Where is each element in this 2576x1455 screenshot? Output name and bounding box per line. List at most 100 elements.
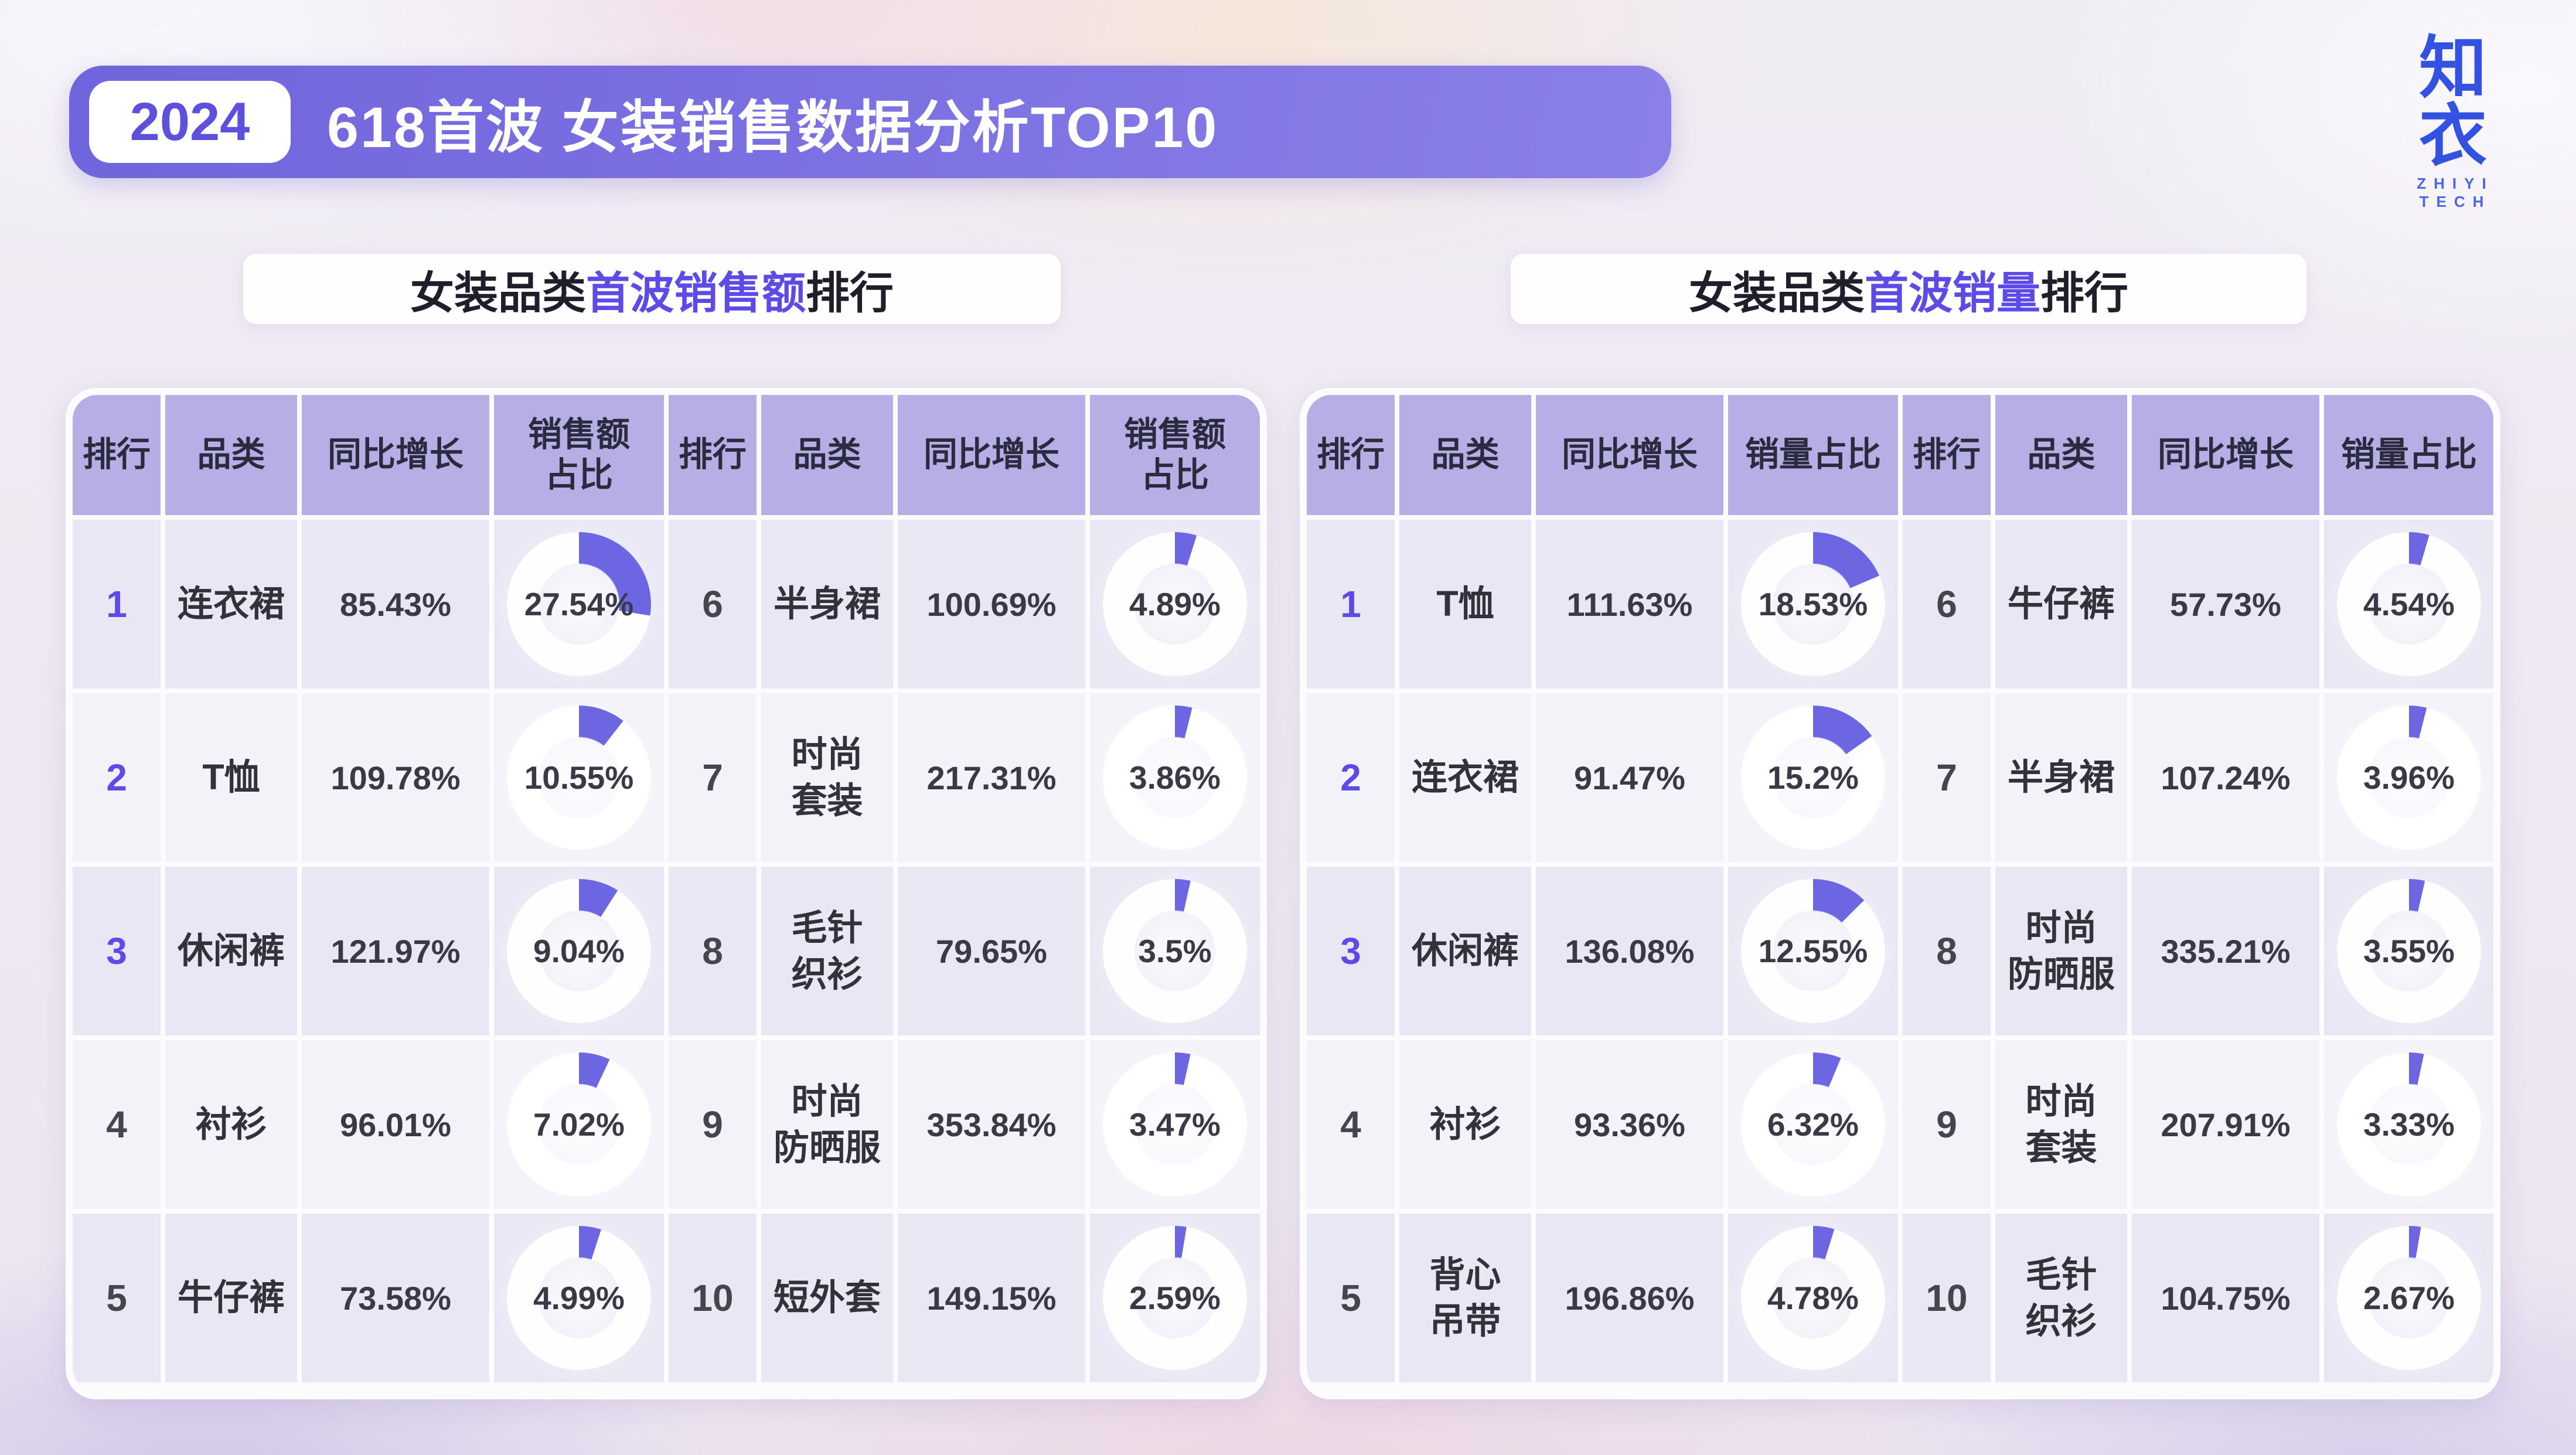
growth-cell: 353.84% bbox=[898, 1040, 1085, 1209]
share-value: 3.55% bbox=[2363, 933, 2455, 969]
share-donut-chart bbox=[1741, 706, 1885, 850]
share-donut-chart bbox=[1103, 706, 1247, 850]
brand-logo-subtext: ZHIYI TECH bbox=[2417, 175, 2494, 210]
category-cell: 衬衫 bbox=[165, 1040, 297, 1209]
share-donut-chart bbox=[1741, 1052, 1885, 1197]
share-value: 6.32% bbox=[1767, 1106, 1859, 1143]
share-donut-chart bbox=[1741, 1226, 1885, 1370]
growth-cell: 73.58% bbox=[302, 1214, 489, 1382]
rank-cell: 5 bbox=[73, 1214, 161, 1382]
growth-cell: 100.69% bbox=[898, 520, 1085, 689]
category-cell: 休闲裤 bbox=[1399, 867, 1531, 1035]
growth-cell: 149.15% bbox=[898, 1214, 1085, 1382]
share-donut-chart bbox=[1741, 532, 1885, 676]
rank-cell: 6 bbox=[669, 520, 757, 689]
growth-cell: 335.21% bbox=[2132, 867, 2319, 1035]
share-cell: 4.54% bbox=[2324, 520, 2493, 689]
share-cell: 4.89% bbox=[1090, 520, 1260, 689]
share-cell: 3.33% bbox=[2324, 1040, 2493, 1209]
share-donut-chart bbox=[1103, 879, 1247, 1023]
share-donut-chart bbox=[507, 1226, 651, 1370]
rank-cell: 9 bbox=[669, 1040, 757, 1209]
col-header-growth: 同比增长 bbox=[302, 395, 489, 515]
share-cell: 6.32% bbox=[1728, 1040, 1898, 1209]
rank-cell: 1 bbox=[1307, 520, 1395, 689]
category-cell: 牛仔裤 bbox=[165, 1214, 297, 1382]
section-title-sales-volume: 女装品类 首波销量 排行 bbox=[1511, 254, 2306, 324]
category-cell: 衬衫 bbox=[1399, 1040, 1531, 1209]
rank-cell: 4 bbox=[73, 1040, 161, 1209]
share-cell: 3.5% bbox=[1090, 867, 1260, 1035]
share-cell: 18.53% bbox=[1728, 520, 1898, 689]
growth-cell: 79.65% bbox=[898, 867, 1085, 1035]
share-donut-chart bbox=[1103, 1226, 1247, 1370]
share-cell: 12.55% bbox=[1728, 867, 1898, 1035]
share-value: 4.54% bbox=[2363, 586, 2455, 622]
col-header-category: 品类 bbox=[1995, 395, 2127, 515]
share-donut-chart bbox=[507, 879, 651, 1023]
share-cell: 9.04% bbox=[494, 867, 664, 1035]
category-cell: 时尚 防晒服 bbox=[1995, 867, 2127, 1035]
col-header-share: 销量占比 bbox=[2324, 395, 2493, 515]
sales-volume-grid: 排行 品类 同比增长 销量占比 排行 品类 同比增长 销量占比 1 T恤 111… bbox=[1307, 395, 2493, 1392]
category-cell: 连衣裙 bbox=[1399, 693, 1531, 862]
share-donut-chart bbox=[507, 706, 651, 850]
growth-cell: 91.47% bbox=[1536, 693, 1723, 862]
category-cell: 时尚 防晒服 bbox=[761, 1040, 893, 1209]
share-cell: 10.55% bbox=[494, 693, 664, 862]
growth-cell: 93.36% bbox=[1536, 1040, 1723, 1209]
rank-cell: 3 bbox=[73, 867, 161, 1035]
category-cell: 时尚 套装 bbox=[761, 693, 893, 862]
header-banner: 2024 618首波 女装销售数据分析TOP10 bbox=[69, 66, 1671, 178]
share-donut-chart bbox=[2337, 706, 2481, 850]
share-cell: 2.67% bbox=[2324, 1214, 2493, 1382]
share-donut-chart bbox=[2337, 532, 2481, 676]
share-donut-chart bbox=[2337, 1226, 2481, 1370]
share-value: 3.33% bbox=[2363, 1106, 2455, 1143]
share-cell: 15.2% bbox=[1728, 693, 1898, 862]
category-cell: 牛仔裤 bbox=[1995, 520, 2127, 689]
section-title-prefix: 女装品类 bbox=[1688, 268, 1865, 318]
growth-cell: 136.08% bbox=[1536, 867, 1723, 1035]
share-donut-chart bbox=[2337, 1052, 2481, 1197]
category-cell: 毛针 织衫 bbox=[1995, 1214, 2127, 1382]
rank-cell: 6 bbox=[1903, 520, 1991, 689]
section-title-suffix: 排行 bbox=[2040, 268, 2129, 318]
category-cell: 背心 吊带 bbox=[1399, 1214, 1531, 1382]
rank-cell: 7 bbox=[1903, 693, 1991, 862]
sales-amount-table: 排行 品类 同比增长 销售额 占比 排行 品类 同比增长 销售额 占比 1 连衣… bbox=[66, 388, 1267, 1399]
sales-volume-table: 排行 品类 同比增长 销量占比 排行 品类 同比增长 销量占比 1 T恤 111… bbox=[1300, 388, 2500, 1399]
col-header-category: 品类 bbox=[165, 395, 297, 515]
share-donut-chart bbox=[507, 532, 651, 676]
share-cell: 4.99% bbox=[494, 1214, 664, 1382]
growth-cell: 57.73% bbox=[2132, 520, 2319, 689]
share-value: 2.67% bbox=[2363, 1280, 2455, 1316]
share-value: 4.89% bbox=[1129, 586, 1221, 622]
share-cell: 3.55% bbox=[2324, 867, 2493, 1035]
growth-cell: 207.91% bbox=[2132, 1040, 2319, 1209]
share-value: 3.96% bbox=[2363, 759, 2455, 796]
col-header-category: 品类 bbox=[761, 395, 893, 515]
section-title-suffix: 排行 bbox=[806, 268, 894, 318]
share-cell: 2.59% bbox=[1090, 1214, 1260, 1382]
col-header-rank: 排行 bbox=[1307, 395, 1395, 515]
growth-cell: 109.78% bbox=[302, 693, 489, 862]
rank-cell: 5 bbox=[1307, 1214, 1395, 1382]
category-cell: 休闲裤 bbox=[165, 867, 297, 1035]
share-cell: 7.02% bbox=[494, 1040, 664, 1209]
growth-cell: 107.24% bbox=[2132, 693, 2319, 862]
share-cell: 4.78% bbox=[1728, 1214, 1898, 1382]
col-header-growth: 同比增长 bbox=[1536, 395, 1723, 515]
growth-cell: 121.97% bbox=[302, 867, 489, 1035]
brand-logo: 知衣 ZHIYI TECH bbox=[2385, 34, 2526, 211]
share-donut-chart bbox=[1103, 532, 1247, 676]
col-header-growth: 同比增长 bbox=[2132, 395, 2319, 515]
share-value: 12.55% bbox=[1758, 933, 1868, 969]
share-cell: 3.96% bbox=[2324, 693, 2493, 862]
category-cell: T恤 bbox=[165, 693, 297, 862]
col-header-share: 销售额 占比 bbox=[1090, 395, 1260, 515]
growth-cell: 85.43% bbox=[302, 520, 489, 689]
share-value: 3.86% bbox=[1129, 759, 1221, 796]
col-header-share: 销售额 占比 bbox=[494, 395, 664, 515]
col-header-rank: 排行 bbox=[669, 395, 757, 515]
